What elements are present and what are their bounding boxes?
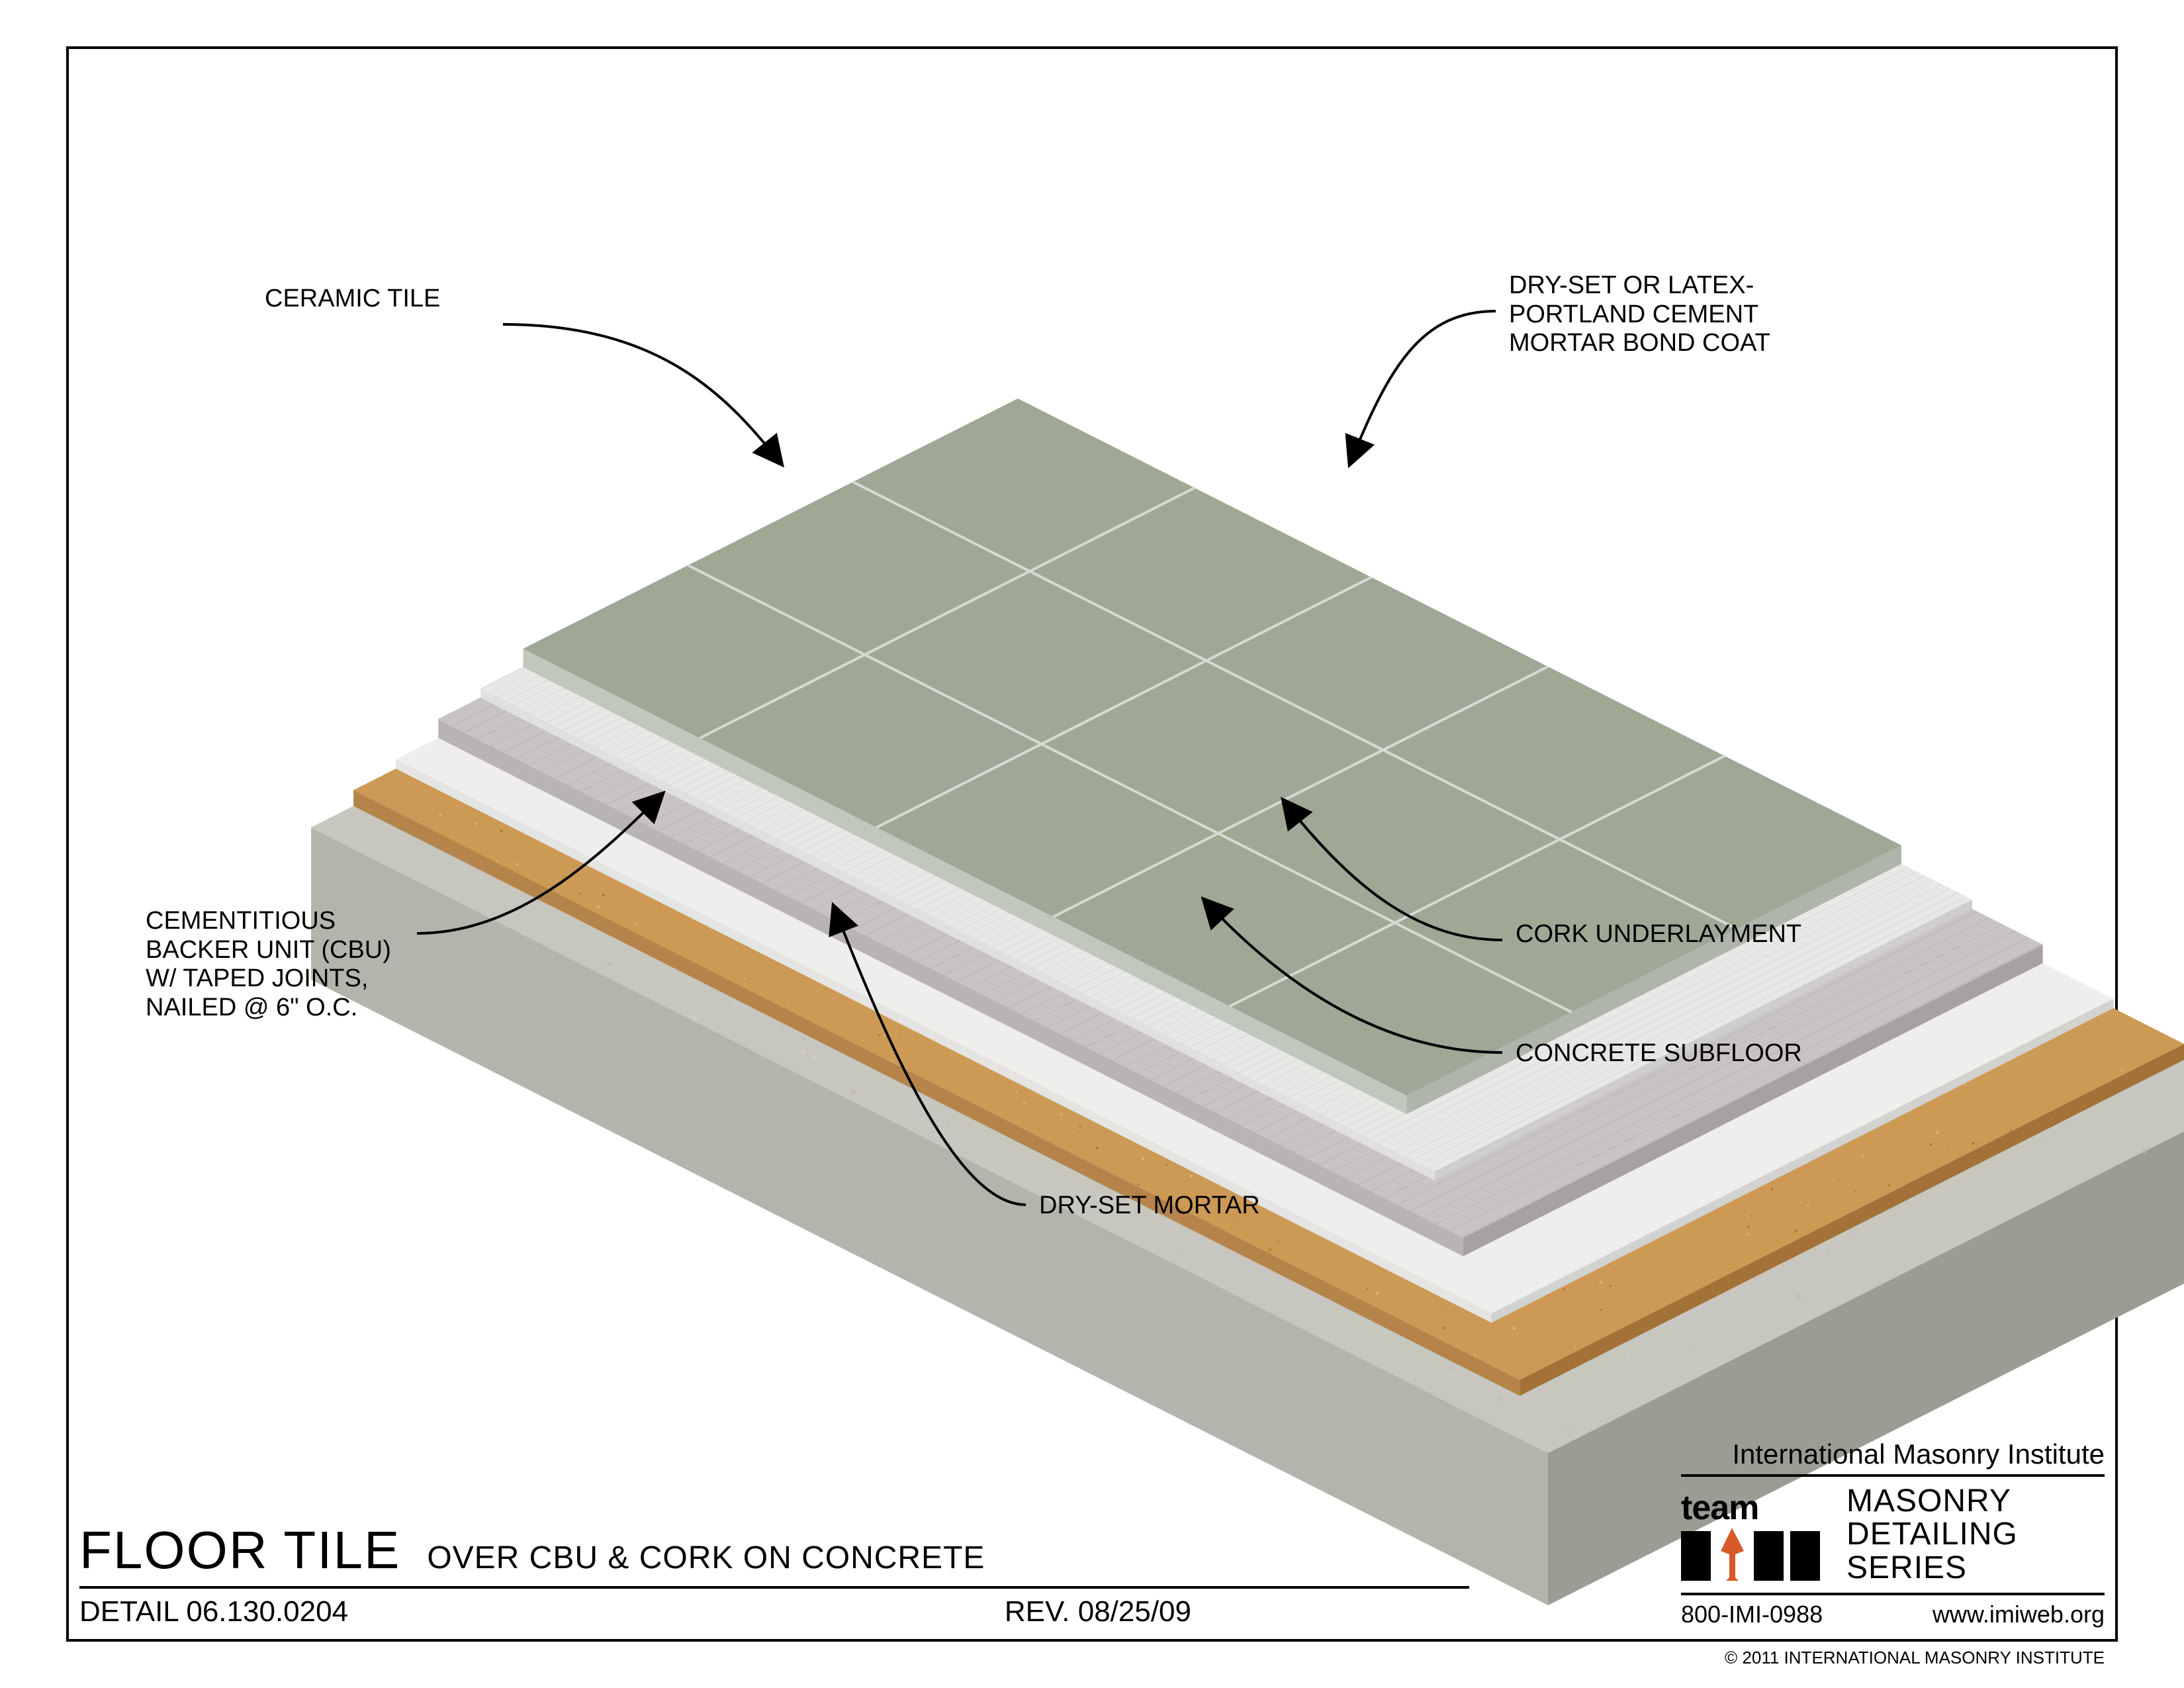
isometric-diagram	[0, 0, 2184, 1688]
contact-phone: 800-IMI-0988	[1681, 1601, 1823, 1628]
logo-bar-icon	[1790, 1531, 1820, 1581]
detail-number: DETAIL 06.130.0204	[79, 1595, 348, 1628]
callout-ceramic_tile: CERAMIC TILE	[265, 285, 440, 314]
callout-dryset: DRY-SET MORTAR	[1039, 1192, 1260, 1221]
series-name: MASONRY DETAILING SERIES	[1846, 1485, 2018, 1585]
callout-concrete: CONCRETE SUBFLOOR	[1516, 1039, 1802, 1068]
team-imi-logo: team	[1681, 1488, 1833, 1581]
callout-cbu: CEMENTITIOUS BACKER UNIT (CBU) W/ TAPED …	[146, 907, 391, 1023]
logo-bar-icon	[1681, 1531, 1711, 1581]
logo-block: International Masonry Institute team MAS…	[1681, 1438, 2105, 1628]
logo-team-text: team	[1681, 1488, 1758, 1528]
drawing-title: FLOOR TILE	[79, 1520, 400, 1581]
drawing-subtitle: OVER CBU & CORK ON CONCRETE	[427, 1540, 985, 1576]
revision-date: REV. 08/25/09	[1005, 1595, 1191, 1628]
callout-bond_coat: DRY-SET OR LATEX- PORTLAND CEMENT MORTAR…	[1509, 271, 1770, 358]
organization-name: International Masonry Institute	[1681, 1438, 2105, 1477]
contact-url: www.imiweb.org	[1933, 1601, 2105, 1628]
trowel-icon	[1717, 1531, 1747, 1581]
logo-bar-icon	[1754, 1531, 1784, 1581]
callout-cork: CORK UNDERLAYMENT	[1516, 920, 1801, 949]
title-block: FLOOR TILE OVER CBU & CORK ON CONCRETE D…	[79, 1520, 1469, 1628]
copyright-notice: © 2011 INTERNATIONAL MASONRY INSTITUTE	[1725, 1648, 2105, 1668]
